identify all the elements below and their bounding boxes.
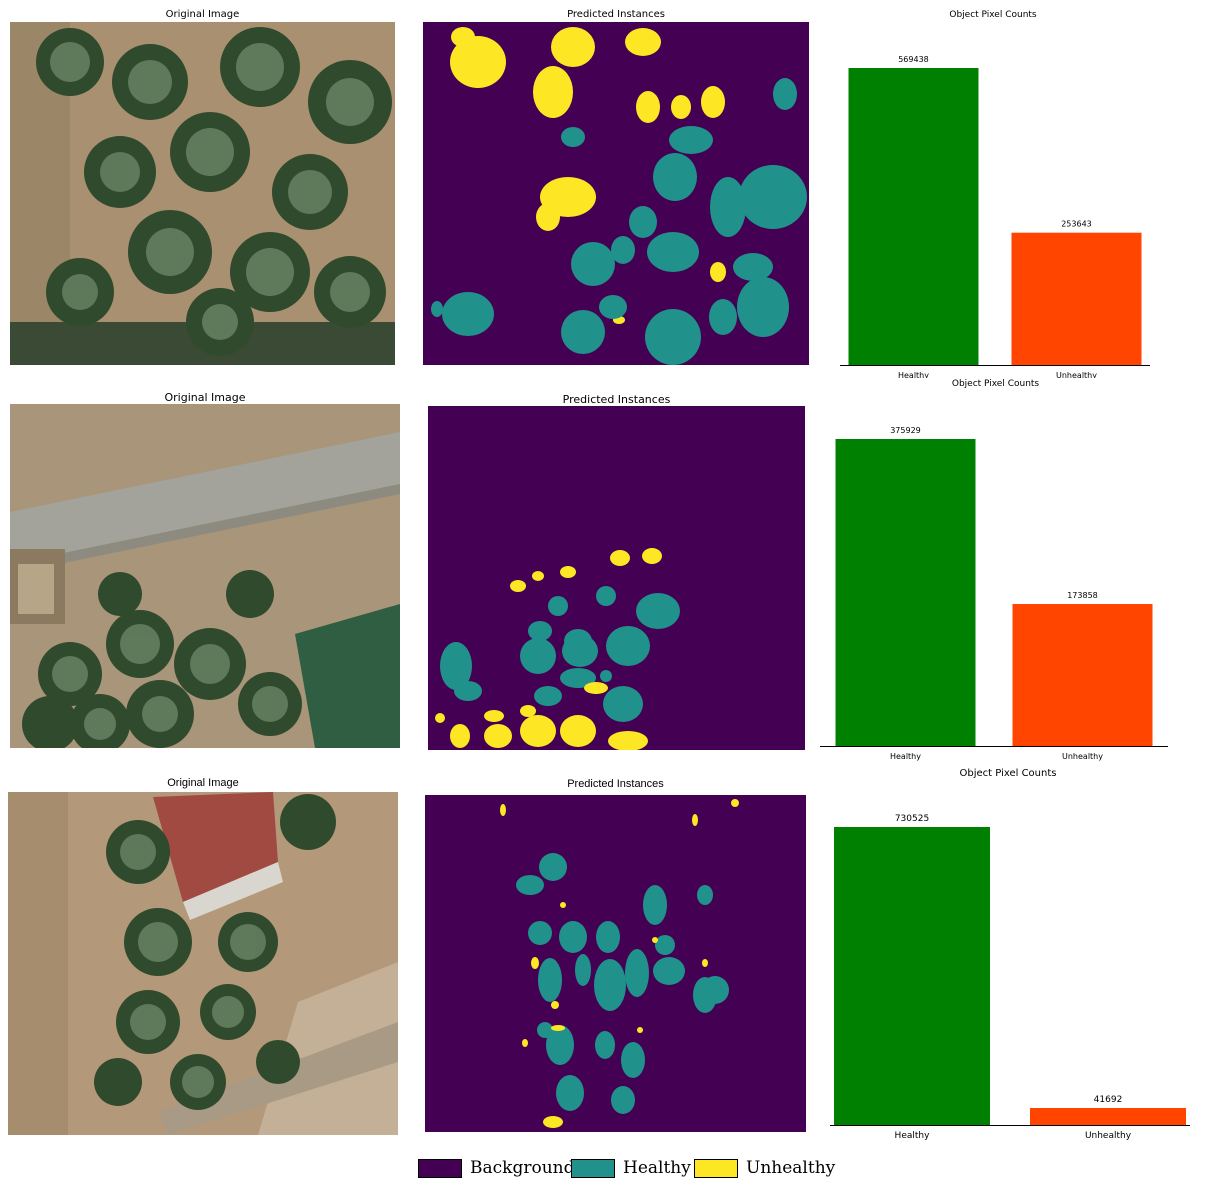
bar-healthy [834,827,990,1125]
object-pixel-counts-chart-3: Object Pixel Counts 730525 Healthy 41692 Unh… [818,765,1198,1145]
original-aerial-image-1 [10,22,395,365]
legend-label-background: Background [470,1158,575,1178]
bar-healthy [835,439,976,746]
bar-chart-svg-2: Object Pixel Counts 375929 Healthy 173858 Un… [820,379,1168,761]
aerial-photo-3 [8,792,398,1135]
tick-label-unhealthy: Unhealthy [1062,752,1103,761]
tick-label-unhealthy: Unhealthy [1085,1131,1132,1141]
legend-swatch-background [418,1159,462,1178]
bar-chart-svg-3: Object Pixel Counts 730525 Healthy 41692 Unh… [830,768,1190,1141]
bar-healthy [848,68,979,365]
bar-chart-svg-1: Object Pixel Counts 569438 Healthy 253643 Un… [840,10,1150,378]
predicted-instances-mask-1 [423,22,809,365]
tick-label-healthy: Healthy [890,752,921,761]
original-image-title-1: Original Image [165,9,240,20]
original-image-title-3: Original Image [167,777,239,789]
chart-title: Object Pixel Counts [952,379,1040,389]
legend-swatch-unhealthy [694,1159,738,1178]
predicted-instances-title-3: Predicted Instances [567,778,664,790]
bar-unhealthy [1011,232,1142,365]
predicted-instances-mask-2 [428,406,805,750]
legend-swatch-healthy [571,1159,615,1178]
segmentation-mask-1 [431,27,807,365]
value-label-healthy: 375929 [890,426,921,435]
tick-label-healthy: Healthy [895,1131,931,1141]
value-label-unhealthy: 173858 [1067,591,1098,600]
segmentation-mask-2 [435,548,680,750]
bar-unhealthy [1030,1107,1186,1125]
value-label-unhealthy: 253643 [1061,220,1092,229]
legend-label-unhealthy: Unhealthy [746,1158,836,1178]
bar-unhealthy [1012,604,1153,746]
tick-label-unhealthy: Unhealthy [1056,371,1097,378]
chart-title: Object Pixel Counts [960,768,1057,779]
original-aerial-image-3 [8,792,398,1135]
aerial-photo-2 [10,404,400,748]
value-label-unhealthy: 41692 [1094,1095,1123,1105]
tick-label-healthy: Healthy [898,371,929,378]
object-pixel-counts-chart-1: Object Pixel Counts 569438 Healthy 253643 Un… [828,8,1158,378]
aerial-photo-1 [10,22,395,365]
original-image-title-2: Original Image [164,391,246,404]
legend-label-healthy: Healthy [623,1158,691,1178]
original-aerial-image-2 [10,404,400,748]
mask-legend: Background Healthy Unhealthy [418,1157,835,1181]
predicted-instances-mask-3 [425,795,806,1132]
predicted-instances-title-1: Predicted Instances [567,9,665,20]
predicted-instances-title-2: Predicted Instances [562,393,671,406]
object-pixel-counts-chart-2: Object Pixel Counts 375929 Healthy 173858 Un… [818,377,1173,762]
chart-title: Object Pixel Counts [949,10,1037,20]
value-label-healthy: 569438 [898,55,929,64]
segmentation-mask-3 [500,799,739,1128]
value-label-healthy: 730525 [895,814,929,824]
